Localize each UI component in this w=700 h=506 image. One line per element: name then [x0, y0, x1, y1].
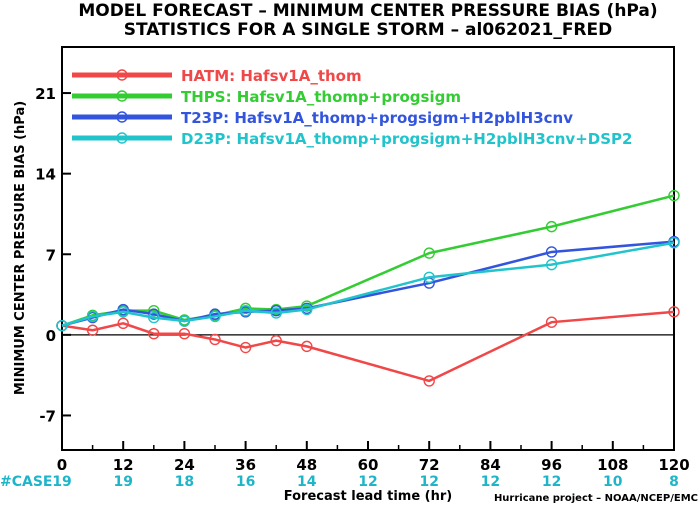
x-axis: 0 12 24 36 48 60 72 84 96 108 120: [57, 441, 690, 474]
data-point: [86, 310, 99, 323]
data-point: [148, 308, 160, 320]
data-point: [668, 237, 680, 249]
data-point: [178, 315, 191, 327]
data-point: [301, 303, 313, 316]
legend-label: THPS: Hafsv1A_thomp+progsigm: [181, 88, 461, 106]
case-count: 12: [542, 474, 561, 490]
case-label: #CASE: [0, 474, 53, 490]
legend-swatch-marker: [116, 69, 128, 81]
legend-entry-4: D23P: Hafsv1A_thomp+progsigm+H2pblH3cnv+…: [72, 130, 632, 148]
data-point: [239, 341, 252, 354]
x-tick-label: 108: [597, 456, 628, 474]
credit-text: Hurricane project – NOAA/NCEP/EMC: [494, 493, 698, 504]
y-tick-label: 14: [35, 166, 56, 184]
data-point: [423, 375, 435, 387]
legend-label: D23P: Hafsv1A_thomp+progsigm+H2pblH3cnv+…: [181, 130, 632, 148]
case-count: 12: [419, 474, 438, 490]
case-count: 16: [236, 474, 255, 490]
series-2: [56, 189, 680, 332]
data-point: [209, 333, 221, 346]
data-point: [86, 324, 99, 336]
data-point: [148, 304, 160, 317]
data-point: [117, 306, 129, 318]
data-point: [117, 317, 129, 330]
data-point: [545, 220, 558, 233]
x-tick-label: 12: [113, 456, 134, 474]
data-point: [301, 340, 313, 353]
series-layer: [56, 189, 680, 387]
case-count: 10: [603, 474, 623, 490]
x-tick-label: 120: [658, 456, 689, 474]
case-count: 19: [52, 474, 71, 490]
y-tick-label: -7: [39, 407, 56, 425]
legend-swatch-marker: [116, 111, 128, 123]
data-point: [270, 334, 282, 347]
data-point: [239, 304, 252, 317]
legend: HATM: Hafsv1A_thom THPS: Hafsv1A_thomp+pr…: [72, 67, 632, 148]
x-tick-label: 0: [57, 456, 67, 474]
y-tick-label: 21: [35, 85, 56, 103]
y-tick-label: 7: [46, 246, 56, 264]
case-count: 14: [297, 474, 317, 490]
data-point: [668, 189, 680, 202]
series-4: [56, 237, 680, 332]
case-count: 8: [669, 474, 679, 490]
data-point: [545, 258, 558, 271]
x-axis-label: Forecast lead time (hr): [284, 489, 452, 504]
legend-entry-1: HATM: Hafsv1A_thom: [72, 67, 362, 85]
data-point: [148, 328, 160, 340]
y-axis: -7 0 7 14 21: [35, 85, 71, 425]
series-1: [56, 306, 680, 387]
data-point: [423, 271, 435, 283]
chart-title: MODEL FORECAST – MINIMUM CENTER PRESSURE…: [78, 1, 657, 21]
data-point: [423, 247, 435, 259]
data-point: [148, 311, 160, 324]
x-tick-label: 84: [480, 456, 501, 474]
legend-swatch-marker: [116, 132, 128, 144]
data-point: [178, 328, 191, 340]
legend-label: HATM: Hafsv1A_thom: [181, 67, 362, 85]
data-point: [545, 246, 558, 258]
chart-subtitle: STATISTICS FOR A SINGLE STORM – al062021…: [124, 20, 613, 40]
case-count: 12: [481, 474, 500, 490]
case-count: 18: [175, 474, 194, 490]
x-tick-label: 36: [235, 456, 256, 474]
case-count: 12: [358, 474, 377, 490]
data-point: [545, 316, 558, 328]
data-point: [209, 310, 221, 323]
x-tick-label: 96: [541, 456, 562, 474]
data-point: [56, 319, 68, 332]
y-axis-label: MINIMUM CENTER PRESSURE BIAS (hPa): [13, 101, 28, 395]
x-tick-label: 48: [296, 456, 317, 474]
x-tick-label: 60: [358, 456, 379, 474]
data-point: [270, 307, 282, 319]
y-tick-label: 0: [46, 327, 56, 345]
legend-entry-2: THPS: Hafsv1A_thomp+progsigm: [72, 88, 461, 106]
data-point: [668, 306, 680, 318]
legend-swatch-marker: [116, 90, 128, 102]
case-count: 19: [113, 474, 132, 490]
legend-label: T23P: Hafsv1A_thomp+progsigm+H2pblH3cnv: [181, 109, 573, 127]
x-tick-label: 72: [419, 456, 440, 474]
case-counts: #CASE 19 19 18 16 14 12 12 12 12 10 8: [0, 474, 679, 490]
legend-entry-3: T23P: Hafsv1A_thomp+progsigm+H2pblH3cnv: [72, 109, 573, 127]
x-tick-label: 24: [174, 456, 195, 474]
